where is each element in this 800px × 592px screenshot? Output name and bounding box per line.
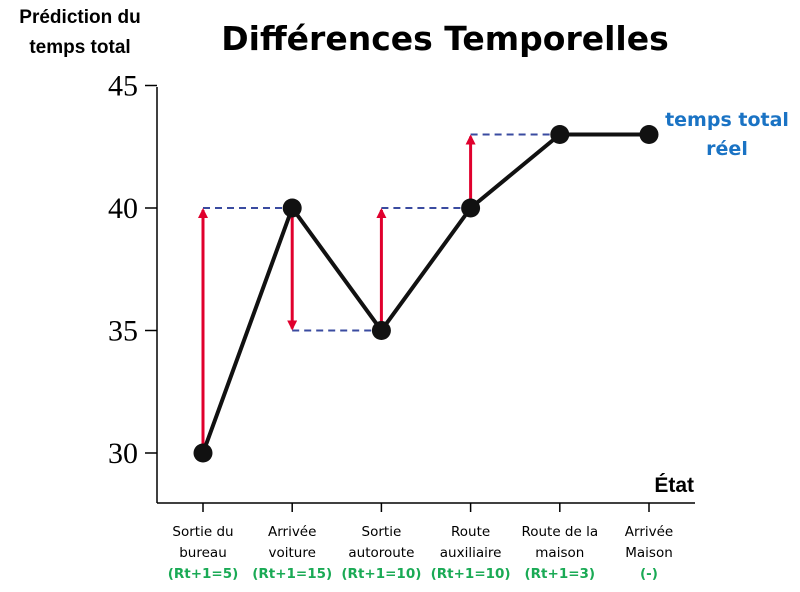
y-tick-label: 45 [108, 70, 138, 103]
category-reward: (Rt+1=15) [252, 566, 332, 582]
prediction-point [639, 125, 659, 144]
category-label: voiture [268, 545, 315, 561]
category-label: Route [451, 524, 490, 540]
category-reward: (Rt+1=10) [431, 566, 511, 582]
td-update-arrows [198, 134, 476, 453]
category-label: Maison [625, 545, 673, 561]
x-ticks [202, 503, 650, 512]
category-labels: Sortie du bureau (Rt+1=5) Arrivée voiture (Rt… [168, 524, 674, 582]
prediction-target-lines [203, 132, 649, 332]
y-tick-label: 40 [108, 192, 138, 225]
y-axis-label-line-2: temps total [29, 37, 130, 58]
prediction-series [193, 125, 659, 463]
y-tick-label: 30 [108, 437, 138, 470]
category-label: maison [535, 545, 584, 561]
category-reward: (Rt+1=10) [341, 566, 421, 582]
actual-total-time-label-line-2: réel [706, 138, 748, 160]
category-label: Sortie du [172, 524, 233, 540]
prediction-point [371, 321, 391, 340]
category-label: autoroute [348, 545, 414, 561]
chart-title: Différences Temporelles [221, 19, 669, 58]
y-tick-label: 35 [108, 315, 138, 348]
actual-total-time-label-line-1: temps total [665, 109, 789, 131]
category-reward: (-) [640, 566, 658, 582]
category-label: auxiliaire [440, 545, 502, 561]
prediction-point [461, 198, 481, 218]
x-axis-label: État [654, 474, 694, 497]
category-label: bureau [179, 545, 227, 561]
prediction-point [282, 198, 302, 218]
category-reward: (Rt+1=5) [168, 566, 239, 582]
prediction-point [193, 443, 213, 463]
category-label: Arrivée [625, 524, 673, 540]
y-ticks: 30 35 40 45 [108, 70, 157, 470]
category-reward: (Rt+1=3) [524, 566, 595, 582]
prediction-point [550, 125, 570, 144]
prediction-line [201, 132, 649, 454]
y-axis-label-line-1: Prédiction du [19, 7, 140, 28]
category-label: Arrivée [268, 524, 316, 540]
category-label: Route de la [521, 524, 598, 540]
category-label: Sortie [362, 524, 402, 540]
